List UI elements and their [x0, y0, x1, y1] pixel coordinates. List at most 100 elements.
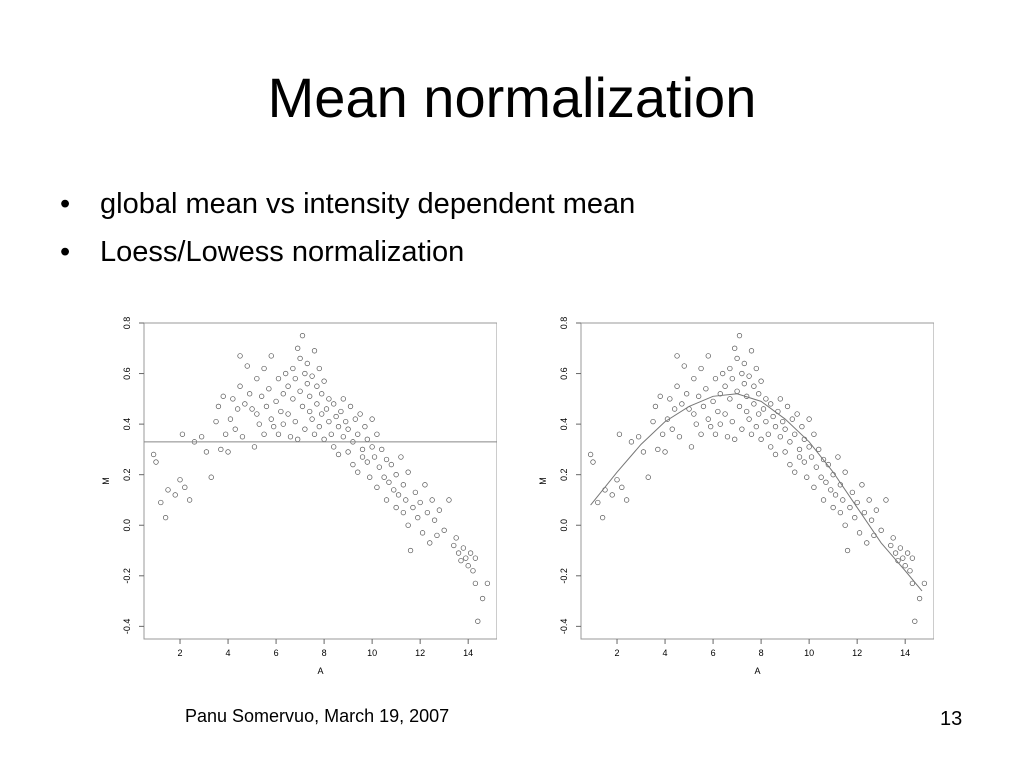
data-point	[338, 408, 344, 415]
data-point	[744, 408, 750, 415]
x-tick-label: 6	[711, 648, 716, 658]
bullet-item: • global mean vs intensity dependent mea…	[60, 180, 635, 228]
data-point	[789, 416, 795, 422]
data-point	[218, 446, 224, 453]
data-point	[441, 527, 447, 533]
data-point	[287, 434, 294, 440]
data-point	[472, 555, 479, 561]
data-point	[717, 391, 723, 397]
data-point	[362, 423, 368, 430]
data-point	[868, 517, 875, 523]
data-point	[254, 375, 260, 382]
data-point	[659, 431, 666, 437]
y-tick-label: 0.8	[122, 317, 132, 330]
data-point	[712, 431, 719, 437]
footer-author: Panu Somervuo, March 19, 2007	[185, 706, 450, 726]
data-point	[259, 393, 265, 399]
data-point	[266, 386, 272, 392]
data-point	[261, 365, 267, 372]
data-point	[861, 509, 868, 516]
y-axis-label: M	[538, 477, 548, 485]
y-axis-label: M	[101, 477, 111, 485]
data-point	[307, 393, 313, 399]
y-tick-label: 0.2	[122, 468, 132, 481]
data-point	[864, 540, 870, 546]
data-point	[215, 403, 222, 410]
data-point	[244, 363, 250, 369]
data-point	[290, 396, 296, 402]
data-point	[724, 434, 731, 440]
y-tick-label: 0.4	[122, 418, 132, 431]
data-point	[772, 423, 779, 430]
data-point	[283, 370, 289, 377]
data-point	[705, 416, 711, 422]
x-tick-label: 10	[804, 648, 814, 658]
data-point	[720, 370, 726, 377]
data-point	[741, 381, 747, 387]
x-tick-label: 4	[226, 648, 231, 658]
data-point	[275, 431, 282, 437]
y-tick-label: 0.4	[559, 418, 569, 431]
data-point	[679, 401, 685, 407]
bullet-dot-icon: •	[60, 236, 71, 268]
slide-title: Mean normalization	[267, 66, 757, 129]
data-point	[429, 497, 435, 503]
data-point	[700, 403, 707, 410]
data-point	[741, 360, 747, 367]
data-point	[614, 477, 620, 483]
data-point	[676, 434, 683, 440]
data-point	[818, 474, 824, 480]
data-point	[405, 522, 411, 528]
bullet-dot-icon: •	[60, 188, 71, 220]
data-point	[162, 515, 169, 521]
data-point	[393, 504, 399, 511]
data-point	[684, 391, 690, 397]
data-point	[645, 474, 651, 480]
data-point	[470, 568, 476, 574]
data-point	[628, 439, 635, 445]
data-point	[290, 365, 296, 372]
data-point	[304, 381, 310, 387]
data-point	[907, 568, 913, 574]
x-tick-label: 14	[900, 648, 910, 658]
data-point	[732, 436, 738, 442]
data-point	[458, 557, 464, 564]
y-tick-label: -0.2	[559, 568, 569, 584]
data-point	[852, 515, 858, 521]
x-axis-label: A	[754, 666, 760, 676]
data-point	[734, 355, 740, 362]
data-point	[681, 363, 687, 369]
data-point	[225, 449, 231, 455]
y-tick-label: 0.0	[559, 519, 569, 532]
data-point	[340, 396, 346, 402]
data-point	[419, 530, 426, 536]
scatter-plot-global-mean: 2 4 6 8 10 12 14 -0.4 -0.2 0.0 0.2 0.4 0.6 0.8 A M	[97, 305, 497, 690]
data-point	[732, 345, 738, 351]
data-point	[804, 474, 810, 480]
data-point	[587, 451, 594, 458]
data-point	[854, 499, 860, 506]
data-point	[292, 418, 298, 425]
data-point	[316, 365, 322, 372]
data-point	[237, 383, 243, 389]
data-point	[904, 550, 911, 556]
data-point	[902, 563, 908, 569]
y-tick-label: 0.2	[559, 468, 569, 481]
y-tick-label: 0.6	[559, 367, 569, 380]
data-point	[235, 406, 241, 412]
data-point	[799, 423, 805, 430]
bullet-text: Loess/Lowess normalization	[100, 236, 465, 268]
data-point	[369, 444, 375, 450]
data-point	[376, 464, 382, 470]
data-point	[299, 403, 306, 410]
data-point	[222, 431, 229, 437]
data-point	[710, 398, 716, 405]
data-point	[806, 444, 812, 450]
data-point	[873, 507, 880, 513]
data-point	[650, 418, 656, 425]
data-point	[381, 474, 387, 480]
data-point	[326, 418, 332, 425]
data-point	[794, 411, 800, 417]
data-point	[321, 436, 327, 442]
data-point	[297, 388, 303, 394]
